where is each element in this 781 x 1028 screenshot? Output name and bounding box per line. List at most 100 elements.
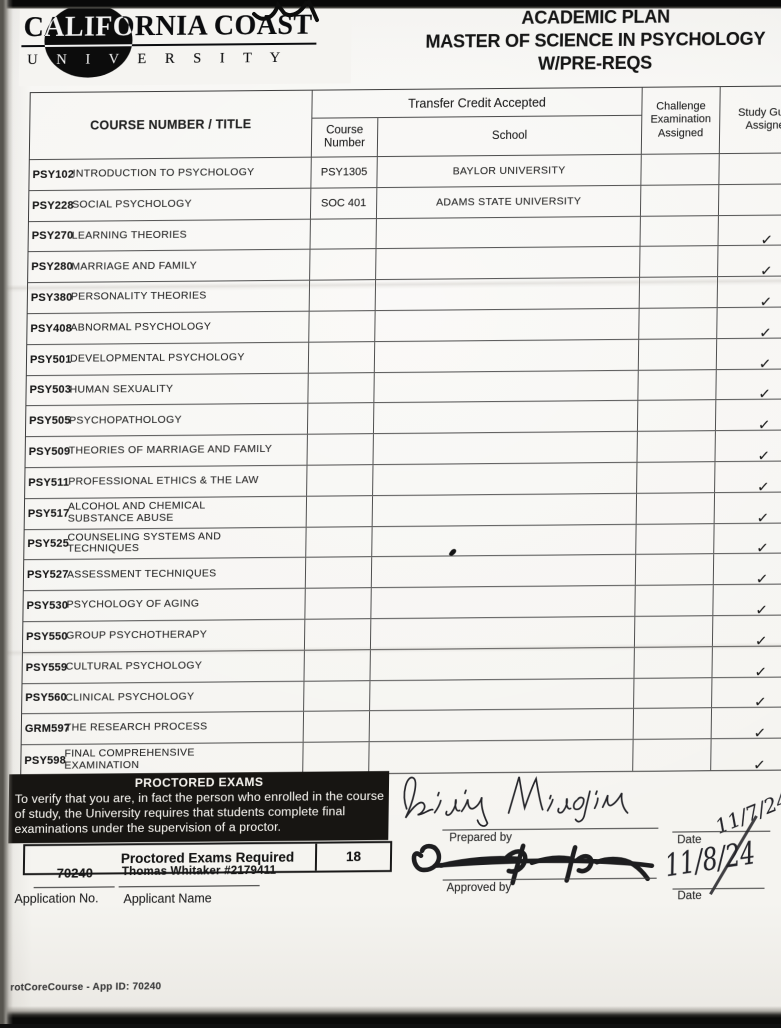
course-title: DEVELOPMENTAL PSYCHOLOGY — [69, 351, 245, 365]
checkmark-icon: ✓ — [757, 417, 771, 435]
course-code: PSY559 — [25, 661, 68, 674]
transfer-school — [369, 740, 634, 774]
course-code: PSY525 — [27, 538, 70, 551]
transfer-course-number — [305, 588, 372, 619]
checkmark-icon: ✓ — [752, 725, 767, 743]
application-number-line — [33, 886, 115, 889]
checkmark-icon: ✓ — [757, 386, 772, 404]
course-title: ABNORMAL PSYCHOLOGY — [70, 320, 212, 334]
transfer-school — [375, 277, 641, 311]
challenge-exam-cell — [637, 431, 716, 462]
transfer-course-number — [304, 619, 372, 650]
challenge-exam-cell — [634, 616, 714, 647]
header-study-guide: Study Guide Assigned — [737, 105, 781, 132]
course-title: THE RESEARCH PROCESS — [64, 721, 208, 735]
course-title: FINAL COMPREHENSIVE EXAMINATION — [64, 746, 195, 772]
course-cell: PSY560 CLINICAL PSYCHOLOGY — [22, 681, 305, 714]
proctored-exams-required-value: 18 — [345, 849, 362, 865]
checkmark-icon: ✓ — [756, 479, 770, 496]
transfer-course-number — [310, 249, 377, 280]
course-code: PSY509 — [28, 445, 71, 459]
university-name: CALIFORNIA COAST — [21, 9, 317, 48]
challenge-exam-cell — [640, 215, 719, 247]
header-course-number-title: COURSE NUMBER / TITLE — [29, 90, 313, 160]
transfer-course-number — [304, 680, 371, 712]
study-guide-cell: ✓ — [718, 276, 781, 311]
course-cell: PSY270 LEARNING THEORIES — [28, 219, 311, 252]
course-cell: PSY380 PERSONALITY THEORIES — [27, 280, 311, 314]
challenge-exam-cell — [637, 400, 717, 432]
challenge-exam-cell — [635, 554, 715, 586]
challenge-exam-cell — [639, 308, 718, 339]
course-title: HUMAN SEXUALITY — [69, 382, 174, 396]
course-cell: PSY503 HUMAN SEXUALITY — [26, 373, 309, 406]
study-guide-cell — [719, 153, 781, 184]
course-cell: PSY509 THEORIES OF MARRIAGE AND FAMILY — [25, 434, 308, 468]
transfer-school — [374, 339, 640, 372]
course-title: COUNSELING SYSTEMS AND TECHNIQUES — [67, 530, 222, 556]
checkmark-icon: ✓ — [752, 757, 766, 775]
applicant-name-line — [118, 885, 260, 888]
university-word: U N I V E R S I T Y — [27, 49, 288, 69]
challenge-exam-cell — [634, 677, 713, 709]
course-code: PSY501 — [29, 353, 72, 366]
course-code: PSY560 — [25, 692, 67, 705]
course-cell: PSY228 SOCIAL PSYCHOLOGY — [28, 188, 312, 221]
transfer-school — [370, 647, 635, 680]
study-guide-cell: ✓ — [715, 492, 781, 527]
transfer-school — [376, 216, 641, 249]
course-cell: PSY408 ABNORMAL PSYCHOLOGY — [27, 311, 310, 344]
transfer-course-number — [306, 495, 374, 527]
challenge-exam-cell — [640, 246, 719, 277]
challenge-exam-cell — [638, 338, 718, 370]
challenge-exam-cell — [633, 739, 712, 771]
transfer-course-number — [307, 465, 374, 496]
course-cell: PSY505 PSYCHOPATHOLOGY — [25, 404, 309, 437]
transfer-school — [371, 555, 637, 588]
course-title: PSYCHOLOGY OF AGING — [66, 597, 200, 612]
course-title: PERSONALITY THEORIES — [70, 289, 207, 304]
study-guide-cell: ✓ — [715, 430, 781, 465]
title-line-2: MASTER OF SCIENCE IN PSYCHOLOGY — [425, 28, 766, 52]
table-row: PSY598 FINAL COMPREHENSIVE EXAMINATION ✓ — [21, 739, 781, 777]
transfer-school — [372, 524, 637, 557]
transfer-course-number — [307, 434, 374, 465]
transfer-course-number — [308, 372, 375, 404]
transfer-course-number — [309, 311, 376, 342]
challenge-exam-cell — [639, 277, 719, 308]
study-guide-cell: ✓ — [712, 646, 781, 681]
approved-by-signature — [411, 843, 655, 886]
transfer-course-number: PSY1305 — [311, 157, 378, 188]
course-title: PROFESSIONAL ETHICS & THE LAW — [68, 474, 259, 488]
challenge-exam-cell — [641, 154, 720, 185]
transfer-school — [373, 432, 638, 465]
study-guide-cell: ✓ — [718, 246, 781, 281]
transfer-course-number — [303, 742, 370, 774]
study-guide-cell — [719, 184, 781, 215]
course-title: LEARNING THEORIES — [71, 228, 188, 242]
checkmark-icon: ✓ — [759, 263, 773, 281]
checkmark-icon: ✓ — [753, 663, 768, 681]
transfer-school — [369, 709, 635, 742]
transfer-course-number — [304, 649, 371, 681]
course-title: INTRODUCTION TO PSYCHOLOGY — [72, 166, 255, 180]
footer-app-id: rotCoreCourse - App ID: 70240 — [10, 981, 162, 994]
header-transfer-credit: Transfer Credit Accepted — [312, 87, 642, 119]
course-code: PSY511 — [28, 476, 70, 490]
approved-by-label: Approved by — [446, 881, 512, 895]
title-line-3: W/PRE-REQS — [537, 52, 653, 74]
checkmark-icon: ✓ — [755, 509, 770, 527]
course-code: PSY408 — [30, 322, 73, 336]
course-cell: PSY501 DEVELOPMENTAL PSYCHOLOGY — [26, 342, 310, 375]
proctored-exams-box: PROCTORED EXAMS To verify that you are, … — [8, 771, 390, 844]
study-guide-cell: ✓ — [712, 708, 781, 743]
challenge-exam-cell — [634, 646, 713, 678]
header-course-number: Course Number — [311, 118, 379, 157]
transfer-school — [376, 247, 641, 280]
course-cell: PSY517 ALCOHOL AND CHEMICAL SUBSTANCE ABU… — [24, 496, 308, 529]
transfer-school — [370, 616, 636, 649]
study-guide-cell: ✓ — [713, 615, 781, 650]
study-guide-cell: ✓ — [715, 461, 781, 496]
